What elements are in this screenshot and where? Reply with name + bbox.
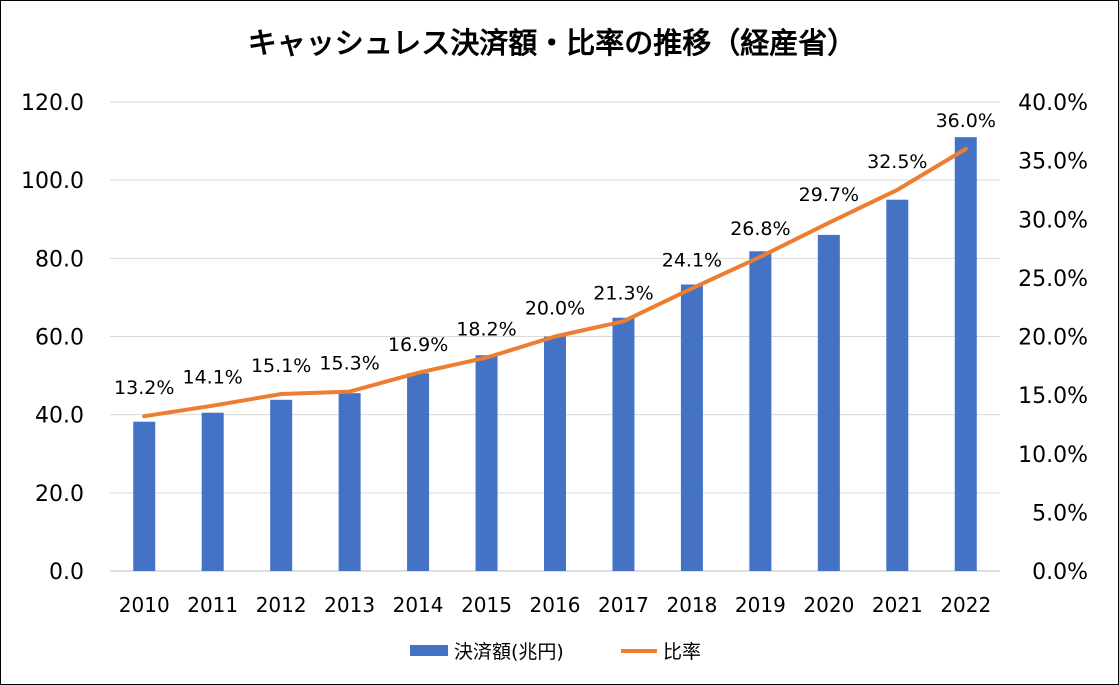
y-right-tick-label: 15.0%: [1018, 384, 1088, 409]
y-right-tick-label: 40.0%: [1018, 91, 1088, 116]
x-tick-label: 2013: [324, 593, 375, 617]
legend: 決済額(兆円) 比率: [410, 641, 701, 663]
x-tick-label: 2022: [940, 593, 991, 617]
data-label: 24.1%: [662, 249, 722, 271]
bar: [680, 284, 703, 571]
x-tick-label: 2014: [393, 593, 444, 617]
bar: [407, 373, 430, 571]
data-label: 29.7%: [799, 184, 859, 206]
x-tick-label: 2015: [461, 593, 512, 617]
y-left-tick-label: 40.0: [35, 404, 84, 429]
y-right-tick-label: 25.0%: [1018, 267, 1088, 292]
gridlines: [110, 101, 1000, 572]
x-tick-label: 2016: [530, 593, 581, 617]
chart-title: キャッシュレス決済額・比率の推移（経産省）: [248, 26, 856, 60]
y-right-tick-label: 30.0%: [1018, 208, 1088, 233]
bar: [270, 399, 293, 571]
y-left-tick-label: 0.0: [49, 560, 84, 585]
data-label: 16.9%: [388, 334, 448, 356]
x-tick-label: 2020: [803, 593, 854, 617]
y-left-tick-label: 80.0: [35, 247, 84, 272]
bar: [133, 421, 156, 571]
x-tick-label: 2018: [666, 593, 717, 617]
data-label: 14.1%: [183, 367, 243, 389]
x-tick-label: 2010: [119, 593, 170, 617]
y-right-tick-label: 5.0%: [1032, 501, 1088, 526]
y-left-tick-label: 60.0: [35, 326, 84, 351]
x-tick-label: 2012: [256, 593, 307, 617]
bar: [612, 317, 635, 571]
data-label: 15.3%: [319, 353, 379, 375]
bar: [954, 137, 977, 572]
data-label: 26.8%: [730, 218, 790, 240]
x-axis: 2010 2011 2012 2013 2014 2015 2016 2017 2018 2019…: [119, 593, 991, 617]
y-axis-left: 0.0 20.0 40.0 60.0 80.0 100.0 120.0: [21, 91, 84, 585]
y-right-tick-label: 10.0%: [1018, 443, 1088, 468]
legend-label-bar: 決済額(兆円): [454, 641, 564, 663]
bar: [749, 251, 772, 571]
data-label: 32.5%: [867, 151, 927, 173]
data-label: 15.1%: [251, 355, 311, 377]
y-right-tick-label: 35.0%: [1018, 150, 1088, 175]
legend-label-line: 比率: [663, 641, 701, 663]
y-right-tick-label: 0.0%: [1032, 560, 1088, 585]
data-labels: 13.2% 14.1% 15.1% 15.3% 16.9% 18.2% 20.0% 21.3%…: [114, 110, 996, 399]
y-left-tick-label: 20.0: [35, 482, 84, 507]
bar: [475, 355, 498, 571]
legend-swatch-bar: [410, 645, 448, 656]
bar: [886, 199, 909, 572]
y-axis-right: 0.0% 5.0% 10.0% 15.0% 20.0% 25.0% 30.0% 35.0% 40…: [1018, 91, 1088, 585]
data-label: 18.2%: [456, 319, 516, 341]
y-right-tick-label: 20.0%: [1018, 326, 1088, 351]
ratio-line: [142, 146, 968, 419]
y-left-tick-label: 120.0: [21, 91, 84, 116]
line-series: [142, 146, 968, 419]
bar: [338, 393, 361, 571]
x-tick-label: 2019: [735, 593, 786, 617]
x-tick-label: 2021: [872, 593, 923, 617]
bar: [817, 234, 840, 571]
x-tick-label: 2017: [598, 593, 649, 617]
data-label: 13.2%: [114, 377, 174, 399]
bar-series: [133, 137, 977, 572]
y-left-tick-label: 100.0: [21, 169, 84, 194]
data-label: 20.0%: [525, 298, 585, 320]
data-label: 21.3%: [593, 282, 653, 304]
bar: [544, 336, 566, 571]
data-label: 36.0%: [936, 110, 996, 132]
bar: [201, 412, 224, 571]
x-tick-label: 2011: [187, 593, 238, 617]
